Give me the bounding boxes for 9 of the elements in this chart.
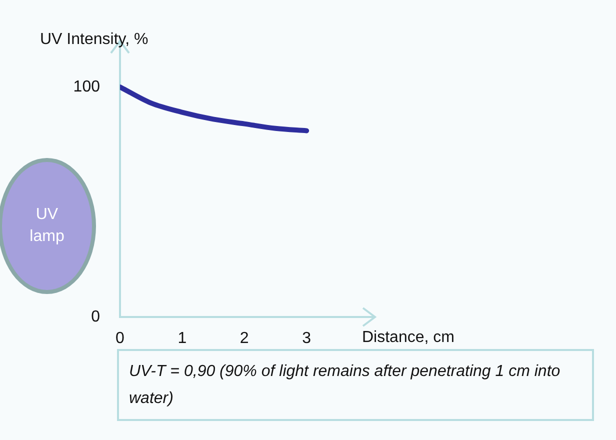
x-tick-label: 0 (116, 330, 125, 348)
y-tick-label: 100 (73, 78, 100, 96)
x-tick-label: 3 (302, 330, 312, 348)
text: UV-T = 0,90 (90% of light remains after penetrating 1 cm into water) (117, 349, 594, 421)
x-axis-title: Distance, cm (362, 329, 454, 347)
x-tick-label: 1 (178, 330, 187, 348)
x-tick-label: 2 (240, 330, 249, 348)
lamp-ellipse: UV lamp (0, 158, 96, 294)
y-axis-title: UV Intensity, % (40, 31, 148, 49)
